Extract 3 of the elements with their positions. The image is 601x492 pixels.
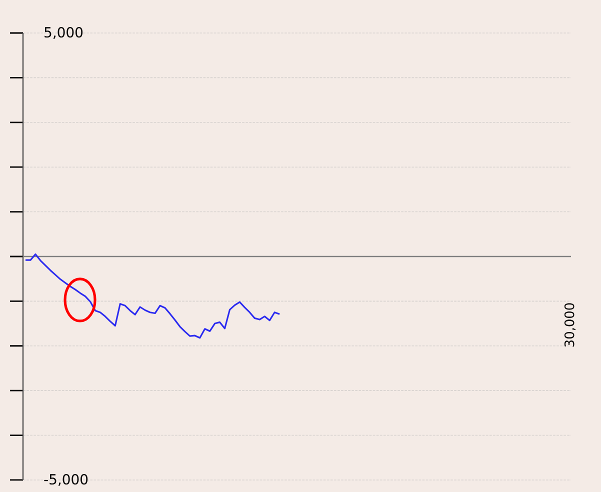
annotation: 30,000	[564, 303, 576, 347]
y-tick-label: -5,000	[44, 474, 88, 486]
y-tick-label: 5,000	[44, 26, 83, 39]
